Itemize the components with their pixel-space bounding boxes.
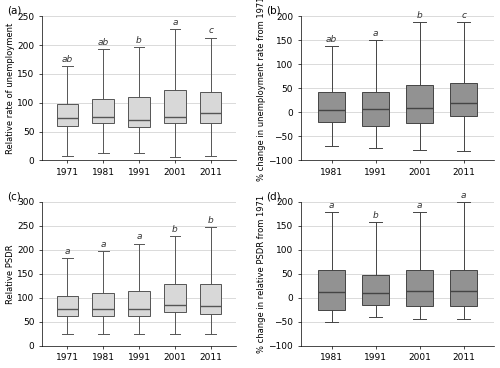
PathPatch shape (128, 97, 150, 127)
Text: a: a (373, 29, 378, 38)
PathPatch shape (406, 270, 433, 307)
PathPatch shape (92, 99, 114, 123)
Text: a: a (461, 191, 466, 199)
PathPatch shape (200, 92, 222, 123)
PathPatch shape (362, 275, 389, 305)
Y-axis label: Relative rate of unemployment: Relative rate of unemployment (6, 23, 15, 154)
PathPatch shape (128, 291, 150, 316)
Text: (b): (b) (266, 6, 280, 15)
Text: a: a (172, 18, 178, 27)
PathPatch shape (318, 270, 345, 310)
Text: c: c (461, 11, 466, 20)
Text: b: b (136, 36, 142, 45)
Text: (c): (c) (8, 191, 21, 201)
PathPatch shape (164, 90, 186, 123)
Y-axis label: % change in unemployment rate from 1971: % change in unemployment rate from 1971 (256, 0, 266, 181)
PathPatch shape (92, 293, 114, 316)
Text: (a): (a) (8, 6, 22, 15)
PathPatch shape (318, 92, 345, 122)
Text: a: a (417, 201, 422, 210)
PathPatch shape (56, 105, 78, 126)
Text: a: a (64, 247, 70, 256)
Text: a: a (100, 240, 106, 249)
Text: ab: ab (62, 55, 73, 64)
PathPatch shape (164, 284, 186, 312)
Text: c: c (208, 26, 213, 35)
Text: b: b (417, 11, 422, 20)
PathPatch shape (200, 284, 222, 314)
Text: b: b (373, 211, 378, 220)
PathPatch shape (406, 85, 433, 123)
Text: (d): (d) (266, 191, 280, 201)
PathPatch shape (450, 82, 477, 116)
Text: a: a (136, 233, 142, 241)
PathPatch shape (56, 296, 78, 316)
Text: b: b (208, 216, 214, 224)
Text: ab: ab (326, 35, 338, 44)
PathPatch shape (362, 92, 389, 126)
Text: a: a (329, 201, 334, 210)
Text: ab: ab (98, 38, 109, 47)
PathPatch shape (450, 270, 477, 307)
Y-axis label: Relative PSDR: Relative PSDR (6, 244, 15, 304)
Text: b: b (172, 225, 178, 234)
Y-axis label: % change in relative PSDR from 1971: % change in relative PSDR from 1971 (256, 195, 266, 353)
